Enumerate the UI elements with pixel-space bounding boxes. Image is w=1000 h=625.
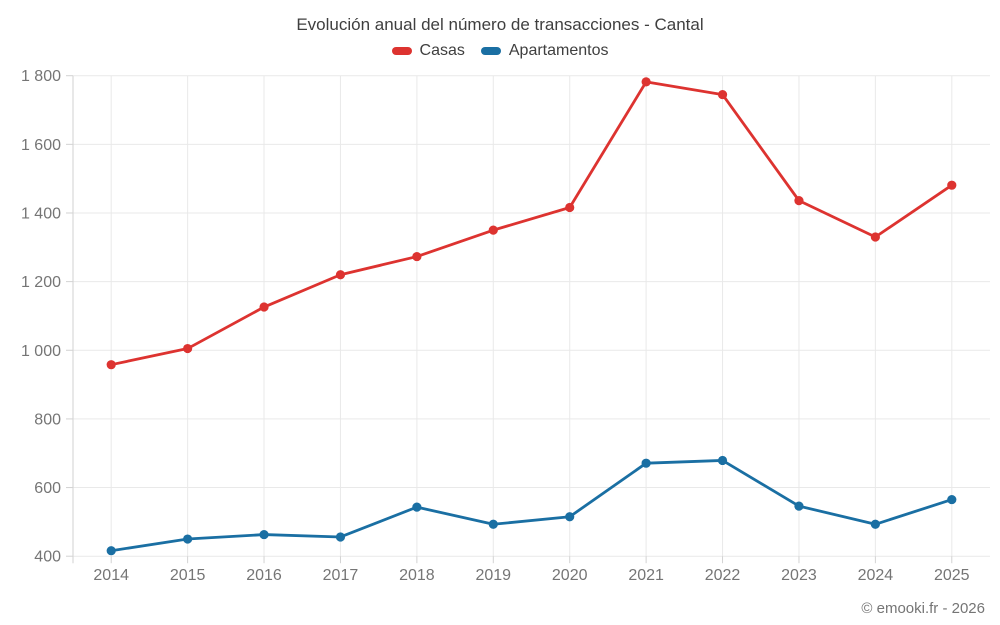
legend-label-casas: Casas (419, 42, 465, 59)
svg-text:2022: 2022 (705, 567, 741, 584)
legend-item-casas[interactable]: Casas (391, 42, 465, 60)
svg-text:600: 600 (34, 480, 61, 497)
casas-series-swatch-icon (391, 47, 412, 55)
svg-text:2025: 2025 (934, 567, 970, 584)
svg-text:2014: 2014 (93, 567, 129, 584)
svg-text:2024: 2024 (858, 567, 894, 584)
svg-text:400: 400 (34, 549, 61, 566)
svg-text:2018: 2018 (399, 567, 435, 584)
svg-text:1 800: 1 800 (21, 68, 61, 85)
legend-label-apartamentos: Apartamentos (508, 42, 609, 59)
svg-text:2017: 2017 (323, 567, 359, 584)
chart-legend: Casas Apartamentos (0, 42, 1000, 60)
chart-title: Evolución anual del número de transaccio… (296, 15, 704, 34)
svg-text:2015: 2015 (170, 567, 206, 584)
svg-text:800: 800 (34, 411, 61, 428)
svg-text:2021: 2021 (628, 567, 664, 584)
apartamentos-series-swatch-icon (480, 47, 501, 55)
svg-text:2023: 2023 (781, 567, 817, 584)
svg-text:2019: 2019 (475, 567, 511, 584)
legend-item-apartamentos[interactable]: Apartamentos (480, 42, 609, 60)
footer-credit: © emooki.fr - 2026 (861, 600, 985, 617)
svg-text:1 000: 1 000 (21, 343, 61, 360)
svg-text:1 600: 1 600 (21, 137, 61, 154)
svg-text:1 400: 1 400 (21, 205, 61, 222)
svg-text:2016: 2016 (246, 567, 282, 584)
svg-text:2020: 2020 (552, 567, 588, 584)
svg-text:1 200: 1 200 (21, 274, 61, 291)
